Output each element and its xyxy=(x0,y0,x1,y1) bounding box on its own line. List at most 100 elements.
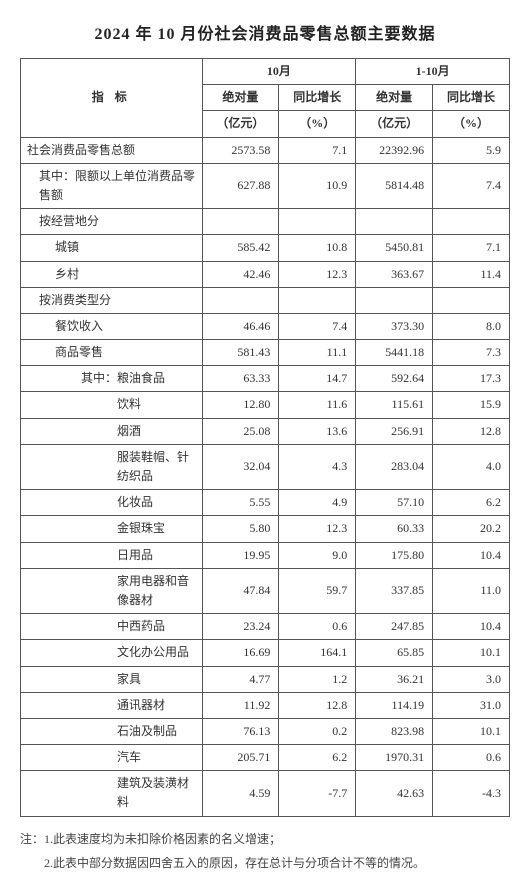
col-indicator: 指 标 xyxy=(21,59,203,138)
table-row: 通讯器材11.9212.8114.1931.0 xyxy=(21,692,510,718)
cell-value xyxy=(279,209,356,235)
cell-value: 12.3 xyxy=(279,516,356,542)
cell-value: 581.43 xyxy=(202,340,279,366)
col-period-oct: 10月 xyxy=(202,59,356,85)
cell-value xyxy=(279,287,356,313)
cell-value: 9.0 xyxy=(279,542,356,568)
cell-value xyxy=(202,287,279,313)
table-row: 石油及制品76.130.2823.9810.1 xyxy=(21,718,510,744)
table-row: 城镇585.4210.85450.817.1 xyxy=(21,235,510,261)
cell-value: 4.9 xyxy=(279,490,356,516)
cell-value xyxy=(356,209,433,235)
cell-value: 164.1 xyxy=(279,640,356,666)
cell-value xyxy=(202,209,279,235)
row-label: 城镇 xyxy=(21,235,203,261)
cell-value: 57.10 xyxy=(356,490,433,516)
cell-value: 11.0 xyxy=(433,568,510,613)
cell-value: 25.08 xyxy=(202,418,279,444)
row-label: 文化办公用品 xyxy=(21,640,203,666)
cell-value: 0.6 xyxy=(433,745,510,771)
table-row: 商品零售581.4311.15441.187.3 xyxy=(21,340,510,366)
table-row: 家具4.771.236.213.0 xyxy=(21,666,510,692)
cell-value: 6.2 xyxy=(279,745,356,771)
row-label: 饮料 xyxy=(21,392,203,418)
row-label: 家具 xyxy=(21,666,203,692)
table-row: 社会消费品零售总额2573.587.122392.965.9 xyxy=(21,137,510,163)
footnotes: 注：1.此表速度均为未扣除价格因素的名义增速； 2.此表中部分数据因四舍五入的原… xyxy=(20,827,510,875)
col-abs-unit-1: （亿元） xyxy=(202,111,279,137)
table-row: 其中：限额以上单位消费品零售额627.8810.95814.487.4 xyxy=(21,163,510,208)
cell-value: 5450.81 xyxy=(356,235,433,261)
cell-value: 10.9 xyxy=(279,163,356,208)
table-row: 家用电器和音像器材47.8459.7337.8511.0 xyxy=(21,568,510,613)
cell-value: 10.1 xyxy=(433,718,510,744)
table-row: 其中：粮油食品63.3314.7592.6417.3 xyxy=(21,366,510,392)
col-period-ytd: 1-10月 xyxy=(356,59,510,85)
cell-value: 256.91 xyxy=(356,418,433,444)
cell-value: 373.30 xyxy=(356,313,433,339)
table-row: 餐饮收入46.467.4373.308.0 xyxy=(21,313,510,339)
cell-value: 5.80 xyxy=(202,516,279,542)
cell-value: 592.64 xyxy=(356,366,433,392)
cell-value: 60.33 xyxy=(356,516,433,542)
row-label: 商品零售 xyxy=(21,340,203,366)
cell-value: 5441.18 xyxy=(356,340,433,366)
col-yoy-unit-1: （%） xyxy=(279,111,356,137)
cell-value: 42.63 xyxy=(356,771,433,816)
table-row: 乡村42.4612.3363.6711.4 xyxy=(21,261,510,287)
row-label: 通讯器材 xyxy=(21,692,203,718)
table-row: 服装鞋帽、针纺织品32.044.3283.044.0 xyxy=(21,444,510,489)
cell-value: 247.85 xyxy=(356,614,433,640)
cell-value xyxy=(356,287,433,313)
cell-value: 17.3 xyxy=(433,366,510,392)
table-row: 建筑及装潢材料4.59-7.742.63-4.3 xyxy=(21,771,510,816)
row-label: 日用品 xyxy=(21,542,203,568)
cell-value: 1.2 xyxy=(279,666,356,692)
footnote-1: 注：1.此表速度均为未扣除价格因素的名义增速； xyxy=(20,827,510,851)
cell-value: 10.1 xyxy=(433,640,510,666)
row-label: 烟酒 xyxy=(21,418,203,444)
cell-value: 36.21 xyxy=(356,666,433,692)
cell-value: 6.2 xyxy=(433,490,510,516)
table-row: 汽车205.716.21970.310.6 xyxy=(21,745,510,771)
cell-value: 0.6 xyxy=(279,614,356,640)
cell-value xyxy=(433,287,510,313)
cell-value: 46.46 xyxy=(202,313,279,339)
cell-value: 76.13 xyxy=(202,718,279,744)
cell-value: 59.7 xyxy=(279,568,356,613)
row-label: 金银珠宝 xyxy=(21,516,203,542)
row-label: 其中：粮油食品 xyxy=(21,366,203,392)
cell-value: 4.3 xyxy=(279,444,356,489)
cell-value: 14.7 xyxy=(279,366,356,392)
cell-value: 363.67 xyxy=(356,261,433,287)
page-title: 2024 年 10 月份社会消费品零售总额主要数据 xyxy=(20,20,510,44)
cell-value: 3.0 xyxy=(433,666,510,692)
cell-value xyxy=(433,209,510,235)
cell-value: 585.42 xyxy=(202,235,279,261)
cell-value: 11.92 xyxy=(202,692,279,718)
cell-value: 11.1 xyxy=(279,340,356,366)
table-header: 指 标 10月 1-10月 绝对量 同比增长 绝对量 同比增长 （亿元） （%）… xyxy=(21,59,510,138)
cell-value: 23.24 xyxy=(202,614,279,640)
cell-value: 7.1 xyxy=(279,137,356,163)
cell-value: 11.6 xyxy=(279,392,356,418)
cell-value: 15.9 xyxy=(433,392,510,418)
cell-value: 337.85 xyxy=(356,568,433,613)
cell-value: 12.80 xyxy=(202,392,279,418)
cell-value: 20.2 xyxy=(433,516,510,542)
cell-value: 114.19 xyxy=(356,692,433,718)
cell-value: 4.59 xyxy=(202,771,279,816)
row-label: 汽车 xyxy=(21,745,203,771)
table-row: 按经营地分 xyxy=(21,209,510,235)
table-row: 日用品19.959.0175.8010.4 xyxy=(21,542,510,568)
row-label: 建筑及装潢材料 xyxy=(21,771,203,816)
cell-value: 115.61 xyxy=(356,392,433,418)
cell-value: 31.0 xyxy=(433,692,510,718)
cell-value: 0.2 xyxy=(279,718,356,744)
cell-value: 22392.96 xyxy=(356,137,433,163)
table-row: 饮料12.8011.6115.6115.9 xyxy=(21,392,510,418)
cell-value: 42.46 xyxy=(202,261,279,287)
cell-value: 47.84 xyxy=(202,568,279,613)
cell-value: 627.88 xyxy=(202,163,279,208)
cell-value: 65.85 xyxy=(356,640,433,666)
